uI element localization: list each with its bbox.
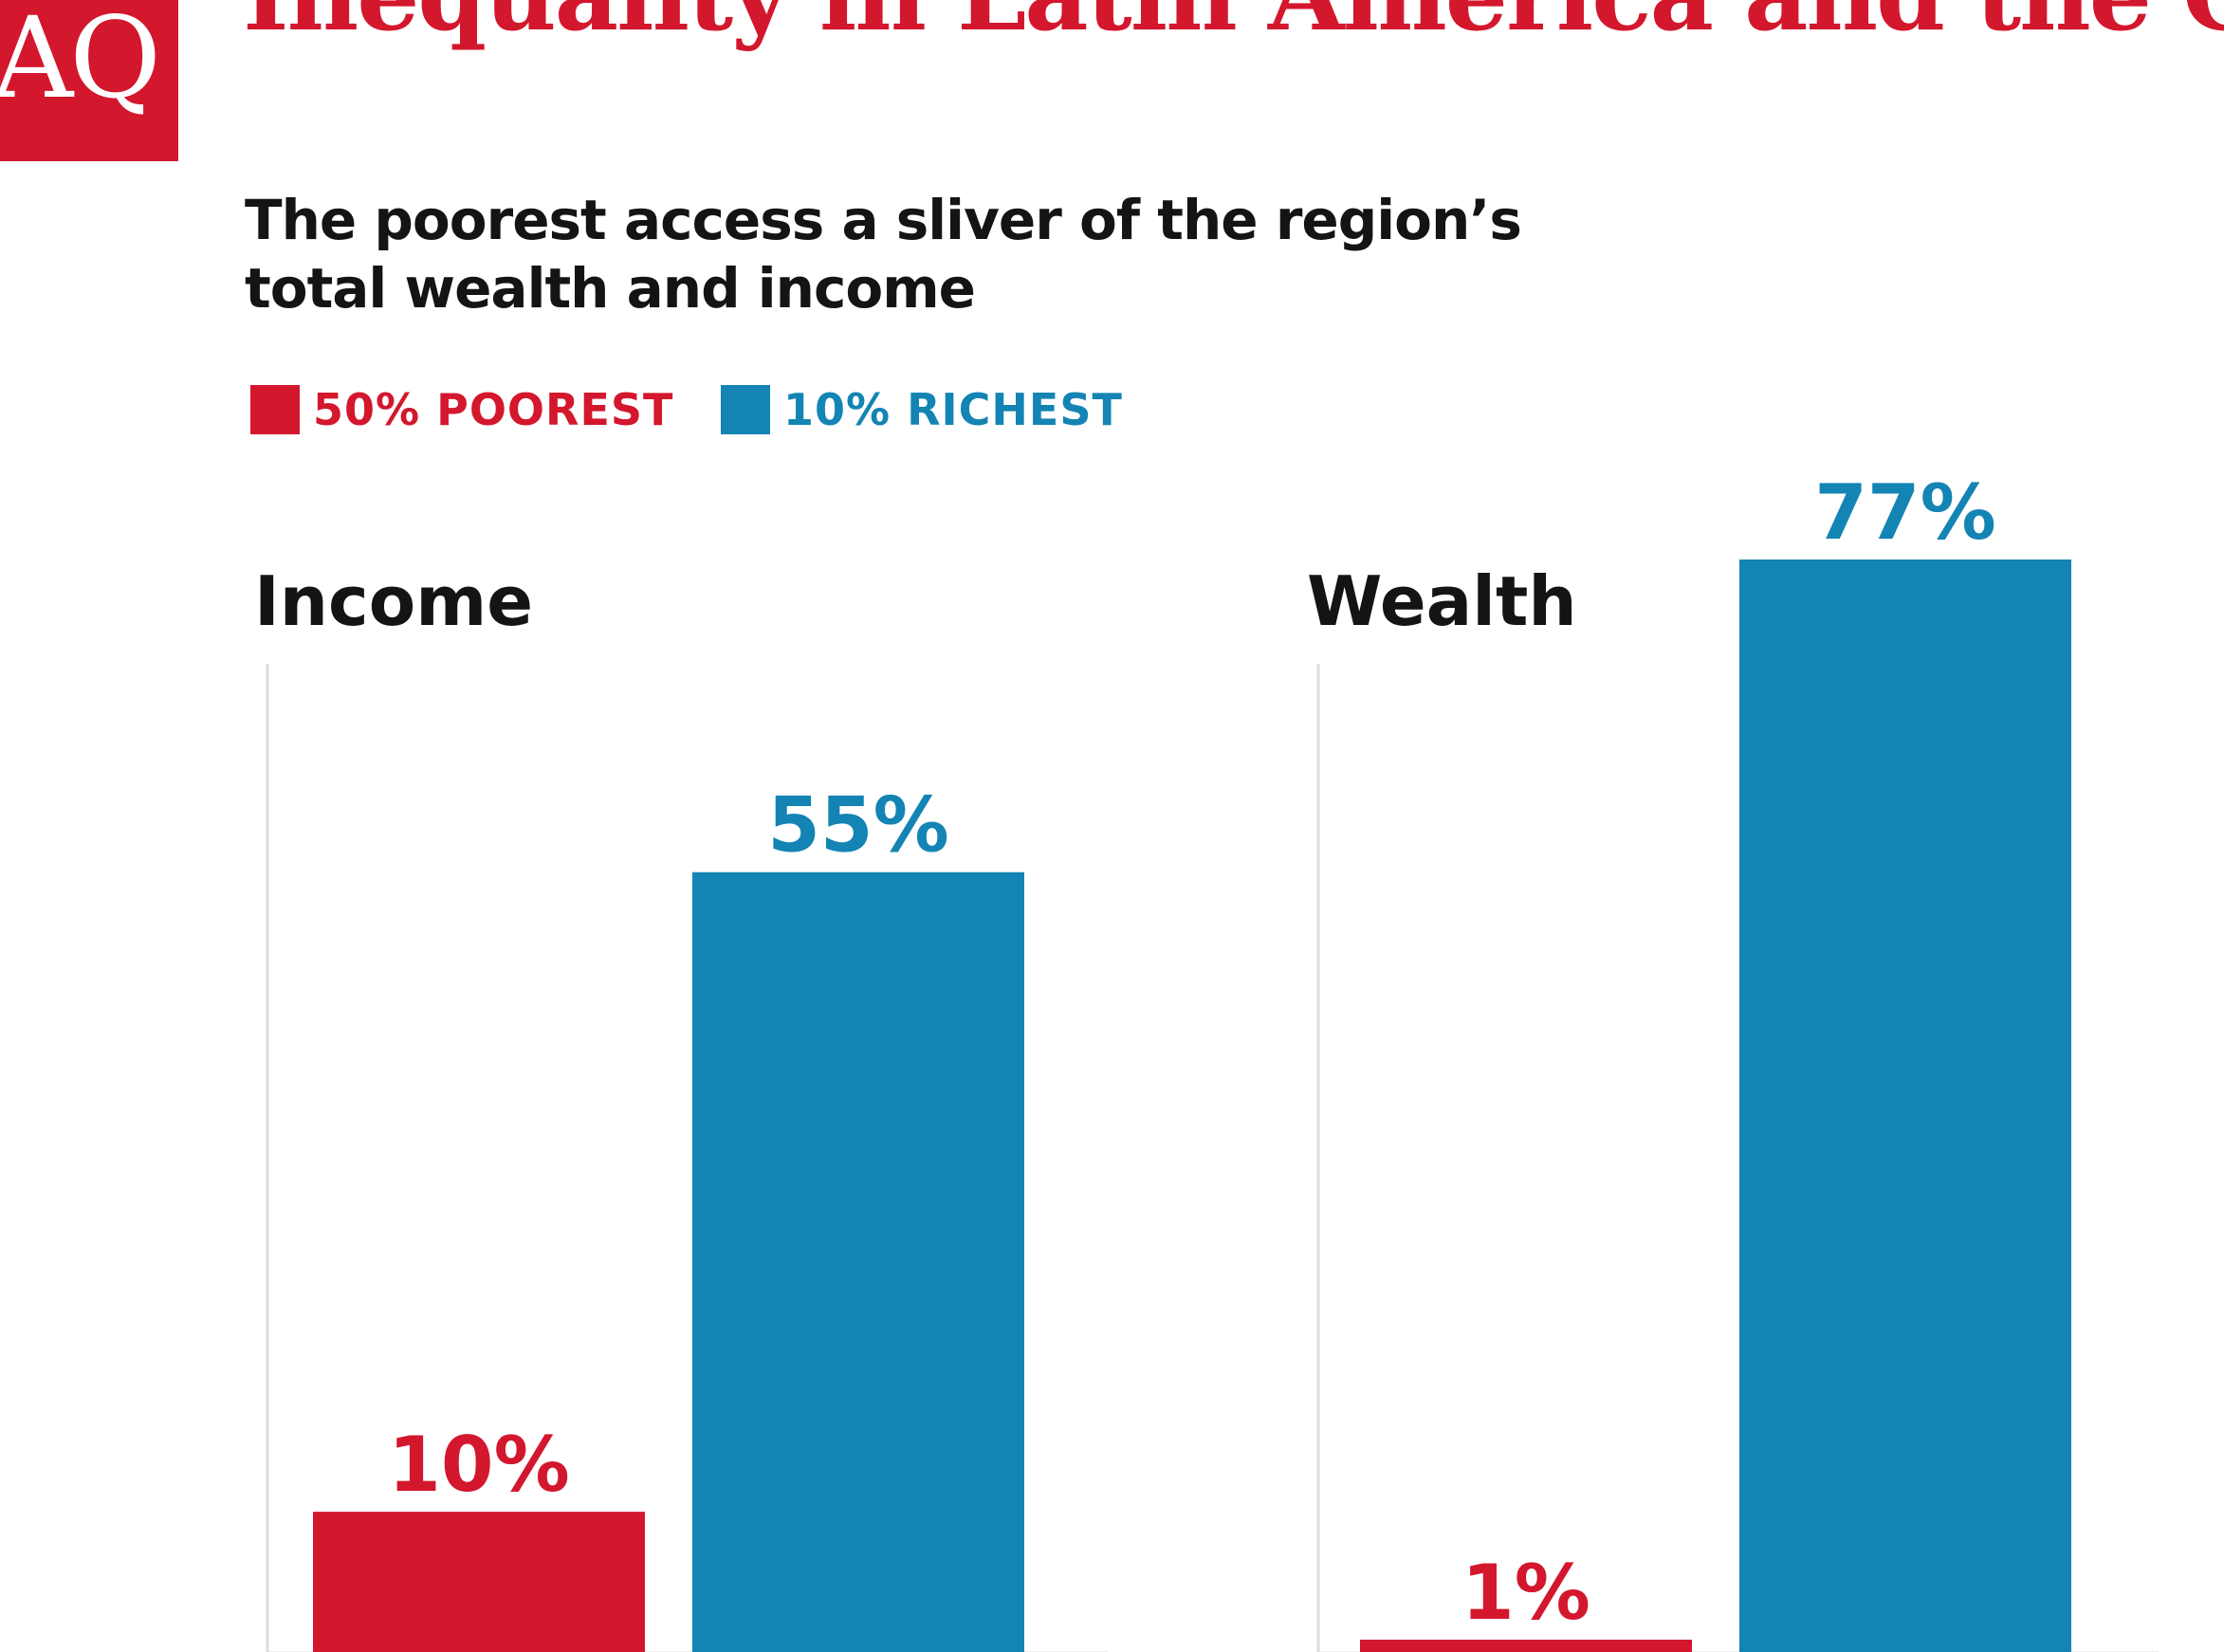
legend-item-richest: 10% RICHEST bbox=[721, 384, 1123, 435]
income-data-label-poorest: 10% bbox=[388, 1421, 569, 1509]
legend-swatch-richest bbox=[721, 385, 770, 434]
income-bar-poorest bbox=[313, 1512, 645, 1652]
legend-label-poorest: 50% POOREST bbox=[313, 384, 674, 435]
wealth-data-label-richest: 77% bbox=[1814, 468, 1995, 557]
income-data-label-richest: 55% bbox=[767, 781, 948, 870]
income-bar-richest bbox=[692, 872, 1024, 1652]
wealth-bar-poorest bbox=[1360, 1640, 1692, 1652]
legend-item-poorest: 50% POOREST bbox=[250, 384, 673, 435]
wealth-panel-title: Wealth bbox=[1307, 561, 1577, 641]
legend-label-richest: 10% RICHEST bbox=[783, 384, 1123, 435]
aq-logo: AQ bbox=[0, 0, 178, 161]
logo-text: AQ bbox=[0, 0, 161, 123]
legend-swatch-poorest bbox=[250, 385, 300, 434]
wealth-data-label-poorest: 1% bbox=[1461, 1549, 1590, 1637]
income-panel-title: Income bbox=[254, 561, 534, 641]
chart-subtitle: The poorest access a sliver of the regio… bbox=[245, 188, 1522, 321]
wealth-bar-richest bbox=[1739, 560, 2071, 1652]
